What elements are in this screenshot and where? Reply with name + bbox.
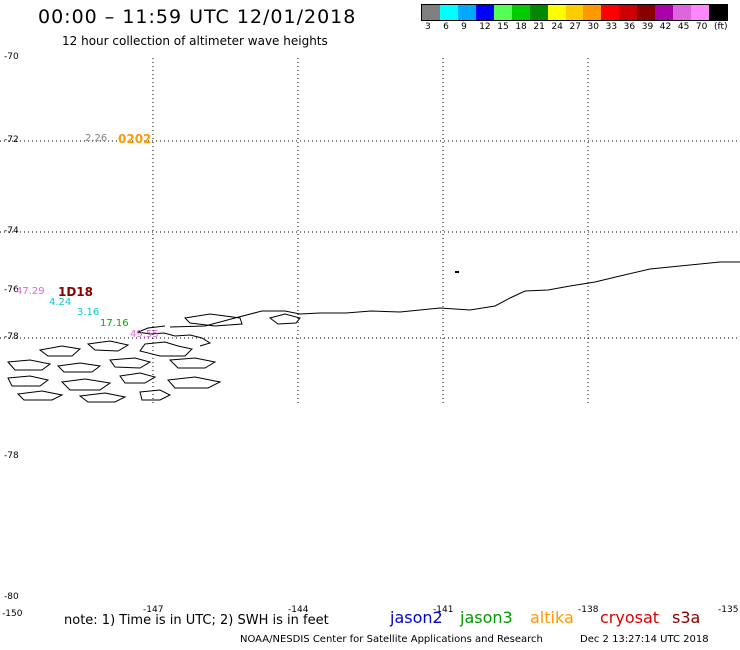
island-1 — [183, 313, 243, 327]
satellite-s3a-label: s3a — [672, 608, 701, 627]
lat-label: -74 — [4, 226, 19, 236]
color-scale-swatch — [637, 5, 656, 20]
units-note: note: 1) Time is in UTC; 2) SWH is in fe… — [64, 613, 329, 628]
color-scale-label: 27 — [569, 22, 581, 32]
island-2 — [268, 313, 301, 325]
wave-height-reading: 2.26 — [85, 133, 108, 144]
color-scale-swatch — [673, 5, 692, 20]
wave-height-reading: 47.29 — [16, 286, 45, 297]
lon-label: -144 — [288, 605, 309, 615]
color-scale-swatch — [655, 5, 674, 20]
graticule — [0, 58, 740, 405]
color-scale-swatch — [565, 5, 584, 20]
lon-label: -150 — [2, 609, 23, 619]
color-scale-label: 70 — [695, 22, 708, 32]
lat-label: -80 — [4, 592, 19, 602]
color-scale-label: 33 — [605, 22, 618, 32]
credit-line: NOAA/NESDIS Center for Satellite Applica… — [240, 634, 543, 645]
island-13 — [166, 376, 222, 389]
map-subtitle: 12 hour collection of altimeter wave hei… — [62, 34, 328, 48]
color-scale-label: 21 — [533, 22, 545, 32]
color-scale-label: 36 — [623, 22, 636, 32]
ice-shelf-coastline — [169, 261, 740, 328]
satellite-jason3-label: jason3 — [460, 608, 513, 627]
color-scale-label: 6 — [443, 22, 449, 32]
lat-label: -76 — [4, 285, 19, 295]
satellite-altika-label: altika — [530, 608, 574, 627]
wave-height-reading: 17.16 — [100, 318, 129, 329]
color-scale-label: 9 — [461, 22, 467, 32]
island-16 — [139, 389, 172, 401]
lat-label: -78 — [4, 332, 19, 342]
lat-label: -78 — [4, 451, 19, 461]
lon-label: -147 — [143, 605, 164, 615]
island-9 — [168, 357, 217, 369]
color-scale-label: 42 — [659, 22, 672, 32]
color-scale-swatch — [691, 5, 709, 20]
island-14 — [16, 390, 64, 401]
color-scale-swatch — [709, 5, 727, 20]
lon-label: -141 — [433, 605, 454, 615]
color-scale-label: 18 — [515, 22, 527, 32]
time-tag: 1D18 — [58, 285, 94, 299]
color-scale-swatch — [619, 5, 638, 20]
lon-label: -138 — [578, 605, 599, 615]
color-scale-swatch — [547, 5, 566, 20]
wave-height-reading: 4.24 — [49, 297, 72, 308]
generation-timestamp: Dec 2 13:27:14 UTC 2018 — [580, 634, 709, 645]
island-15 — [78, 392, 127, 403]
island-8 — [109, 357, 152, 369]
color-scale-label: 24 — [551, 22, 563, 32]
color-scale-swatch — [511, 5, 530, 20]
coastline — [6, 261, 740, 403]
color-scale-swatch — [457, 5, 476, 20]
island-7 — [56, 362, 102, 373]
color-scale-label: 30 — [587, 22, 599, 32]
color-scale-label: 45 — [677, 22, 690, 32]
island-4 — [86, 340, 130, 352]
satellite-cryosat-label: cryosat — [600, 608, 660, 627]
color-scale-label: 39 — [641, 22, 654, 32]
island-10 — [7, 375, 50, 387]
satellite-jason2-label: jason2 — [390, 608, 443, 627]
color-scale-label: 12 — [479, 22, 491, 32]
color-scale-label: 3 — [425, 22, 431, 32]
small-island-dot — [455, 271, 459, 273]
color-scale-swatch — [583, 5, 602, 20]
wave-height-reading: 3.16 — [77, 307, 100, 318]
color-scale-swatch — [422, 5, 440, 20]
map-title: 00:00 – 11:59 UTC 12/01/2018 — [38, 6, 357, 28]
island-11 — [60, 378, 112, 391]
color-scale-swatch — [601, 5, 620, 20]
color-scale-swatch — [475, 5, 494, 20]
island-3 — [139, 341, 194, 357]
ice-front-edge — [136, 325, 212, 347]
wave-height-reading: 49.55 — [130, 329, 159, 340]
color-scale-label: 15 — [497, 22, 509, 32]
island-12 — [119, 372, 157, 384]
island-5 — [38, 345, 82, 357]
lat-label: -72 — [4, 135, 19, 145]
lat-label: -70 — [4, 52, 19, 62]
wave-height-color-scale — [421, 4, 728, 21]
color-scale-label: (ft) — [713, 22, 728, 32]
lon-label: -135 — [718, 605, 739, 615]
island-6 — [6, 359, 52, 371]
color-scale-swatch — [439, 5, 458, 20]
time-tag: 0202 — [118, 132, 152, 146]
color-scale-swatch — [529, 5, 548, 20]
color-scale-swatch — [493, 5, 512, 20]
